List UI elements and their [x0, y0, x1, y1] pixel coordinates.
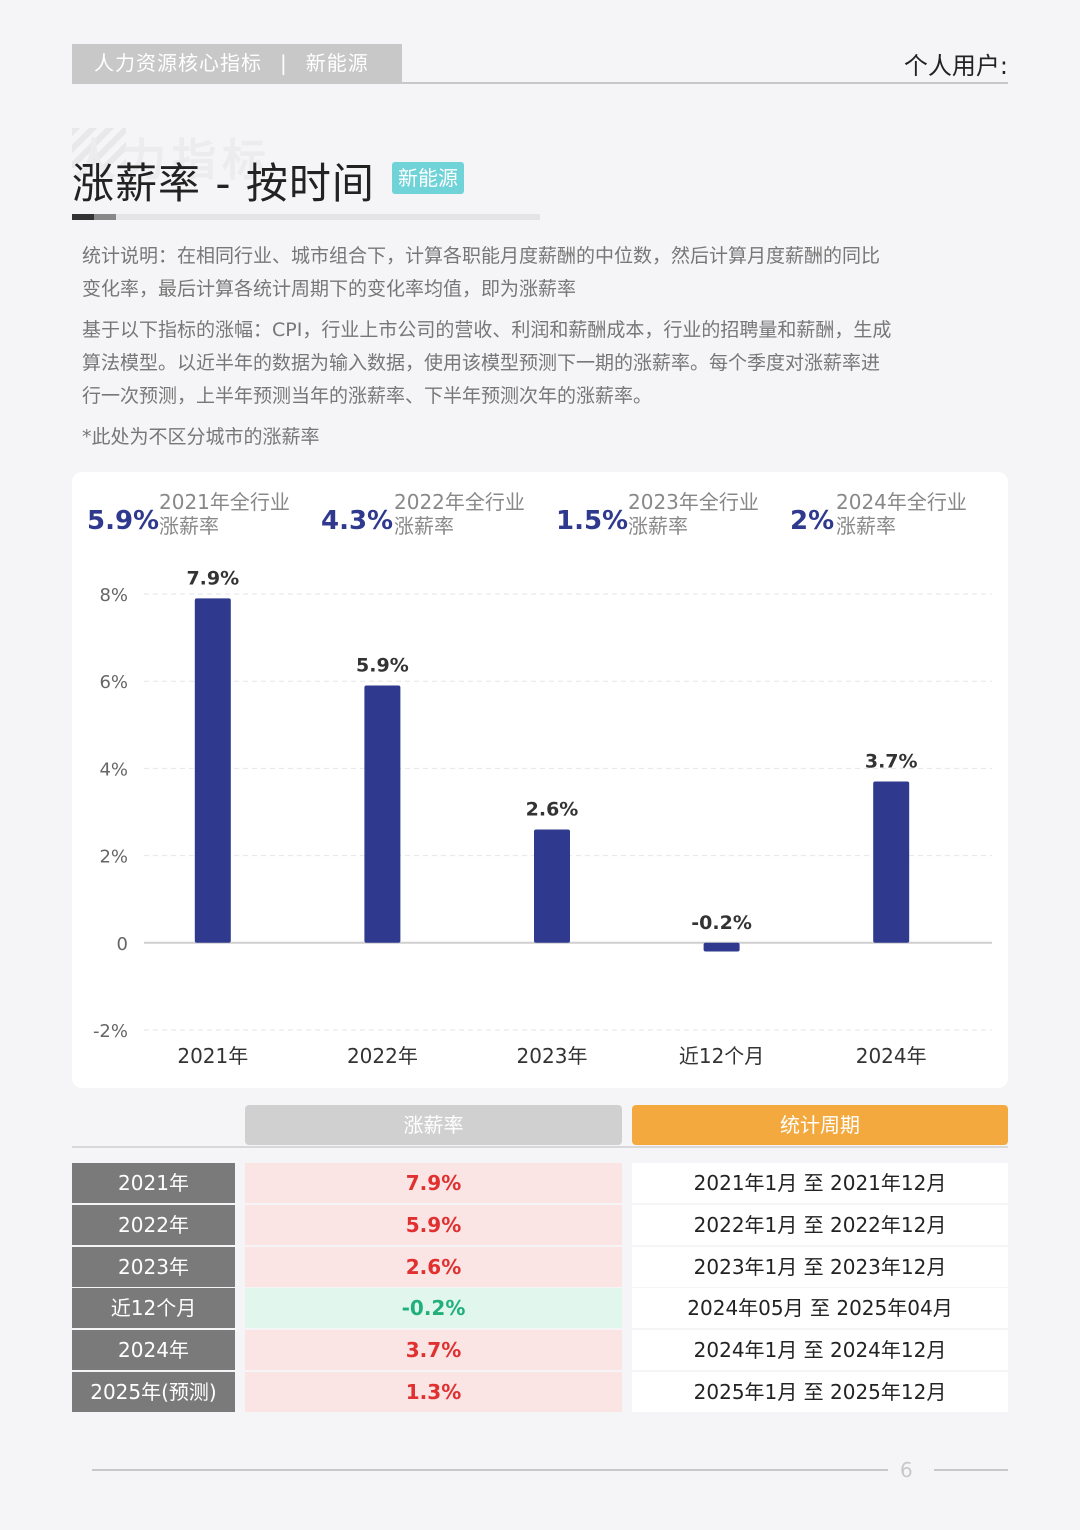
page-number: 6 [900, 1458, 913, 1482]
header-category-tag: 人力资源核心指标 | 新能源 [72, 44, 402, 82]
bar [873, 781, 910, 943]
row-label: 近12个月 [72, 1288, 235, 1329]
row-label: 2022年 [72, 1204, 235, 1245]
table-header-rate: 涨薪率 [245, 1105, 622, 1145]
row-rate: -0.2% [245, 1288, 622, 1329]
bar [364, 685, 401, 943]
header-separator: | [280, 51, 288, 75]
row-rate: 5.9% [245, 1204, 622, 1245]
row-period: 2023年1月 至 2023年12月 [632, 1246, 1008, 1287]
kpi-value: 2% [790, 506, 835, 536]
row-label: 2021年 [72, 1163, 235, 1203]
description-line: 行一次预测，上半年预测当年的涨薪率、下半年预测次年的涨薪率。 [82, 385, 653, 407]
y-tick-label: -2% [93, 1021, 128, 1042]
bar-value-label: 2.6% [526, 798, 579, 820]
row-label: 2023年 [72, 1246, 235, 1287]
row-rate: 1.3% [245, 1372, 622, 1412]
header-category-label: 人力资源核心指标 [94, 51, 262, 75]
y-tick-label: 0 [117, 934, 128, 955]
bar [703, 942, 740, 952]
description-note: *此处为不区分城市的涨薪率 [82, 426, 320, 448]
bar [534, 829, 570, 943]
table-header-period: 统计周期 [632, 1105, 1008, 1145]
bar [194, 598, 231, 943]
x-category-label: 2022年 [347, 1044, 418, 1068]
description-paragraph-1: 统计说明：在相同行业、城市组合下，计算各职能月度薪酬的中位数，然后计算月度薪酬的… [82, 240, 1002, 306]
industry-badge: 新能源 [392, 162, 464, 194]
x-category-label: 2023年 [517, 1044, 588, 1068]
description-line: 统计说明：在相同行业、城市组合下，计算各职能月度薪酬的中位数，然后计算月度薪酬的… [82, 245, 881, 267]
description-line: 基于以下指标的涨幅：CPI，行业上市公司的营收、利润和薪酬成本，行业的招聘量和薪… [82, 319, 892, 341]
chart-card: 5.9% 2021年全行业 涨薪率 4.3% 2022年全行业 涨薪率 1.5% 2… [72, 472, 1008, 1088]
row-label: 2025年(预测) [72, 1372, 235, 1412]
description-line: 变化率，最后计算各统计周期下的变化率均值，即为涨薪率 [82, 278, 577, 300]
x-category-label: 近12个月 [679, 1044, 764, 1068]
row-label: 2024年 [72, 1330, 235, 1371]
table-row: 2021年 7.9% 2021年1月 至 2021年12月 [72, 1163, 1008, 1203]
kpi-value: 4.3% [321, 506, 394, 536]
bar-value-label: 7.9% [186, 567, 239, 589]
row-period: 2024年1月 至 2024年12月 [632, 1330, 1008, 1371]
x-category-label: 2024年 [856, 1044, 927, 1068]
bar-value-label: 5.9% [356, 655, 409, 677]
header-industry-label: 新能源 [305, 51, 369, 75]
header-divider [72, 82, 1008, 84]
kpi-label: 2021年全行业 涨薪率 [159, 490, 290, 538]
bar-value-label: -0.2% [691, 912, 752, 934]
footer-divider-right [934, 1469, 1008, 1471]
y-tick-label: 8% [99, 585, 128, 606]
table-row: 2025年(预测) 1.3% 2025年1月 至 2025年12月 [72, 1372, 1008, 1412]
kpi-value: 5.9% [87, 506, 160, 536]
row-period: 2024年05月 至 2025年04月 [632, 1288, 1008, 1329]
row-rate: 7.9% [245, 1163, 622, 1203]
kpi-label: 2024年全行业 涨薪率 [836, 490, 967, 538]
title-underline [72, 214, 540, 220]
row-rate: 2.6% [245, 1246, 622, 1287]
y-tick-label: 6% [99, 672, 128, 693]
kpi-value: 1.5% [556, 506, 629, 536]
row-rate: 3.7% [245, 1330, 622, 1371]
row-period: 2022年1月 至 2022年12月 [632, 1204, 1008, 1245]
watermark-stripes-icon [72, 128, 126, 168]
table-row: 2022年 5.9% 2022年1月 至 2022年12月 [72, 1204, 1008, 1245]
watermark-text: 人力指标 [72, 135, 272, 186]
table-row: 2024年 3.7% 2024年1月 至 2024年12月 [72, 1330, 1008, 1371]
row-period: 2021年1月 至 2021年12月 [632, 1163, 1008, 1203]
y-tick-label: 4% [99, 759, 128, 780]
kpi-label: 2022年全行业 涨薪率 [394, 490, 525, 538]
y-tick-label: 2% [99, 847, 128, 868]
row-period: 2025年1月 至 2025年12月 [632, 1372, 1008, 1412]
user-label: 个人用户: [903, 52, 1008, 80]
bar-value-label: 3.7% [865, 750, 918, 772]
table-row: 近12个月 -0.2% 2024年05月 至 2025年04月 [72, 1288, 1008, 1329]
description-paragraph-2: 基于以下指标的涨幅：CPI，行业上市公司的营收、利润和薪酬成本，行业的招聘量和薪… [82, 314, 1002, 413]
bar-chart: 8% 6% 4% 2% 0 -2% 7.9% 2021年 5.9% 2022年 2.6% 2023年 -… [93, 567, 992, 1068]
table-row: 2023年 2.6% 2023年1月 至 2023年12月 [72, 1246, 1008, 1287]
x-category-label: 2021年 [177, 1044, 248, 1068]
page-title: 涨薪率 - 按时间 [72, 159, 375, 208]
table-divider [72, 1146, 1008, 1148]
kpi-label: 2023年全行业 涨薪率 [628, 490, 759, 538]
footer-divider-left [92, 1469, 888, 1471]
description-line: 算法模型。以近半年的数据为输入数据，使用该模型预测下一期的涨薪率。每个季度对涨薪… [82, 352, 881, 374]
